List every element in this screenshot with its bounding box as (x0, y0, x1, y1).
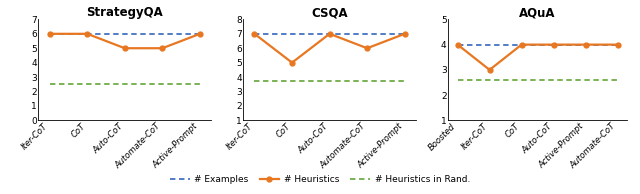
Title: AQuA: AQuA (519, 6, 556, 19)
Title: StrategyQA: StrategyQA (86, 6, 163, 19)
Legend: # Examples, # Heuristics, # Heuristics in Rand.: # Examples, # Heuristics, # Heuristics i… (166, 171, 474, 188)
Title: CSQA: CSQA (311, 6, 348, 19)
